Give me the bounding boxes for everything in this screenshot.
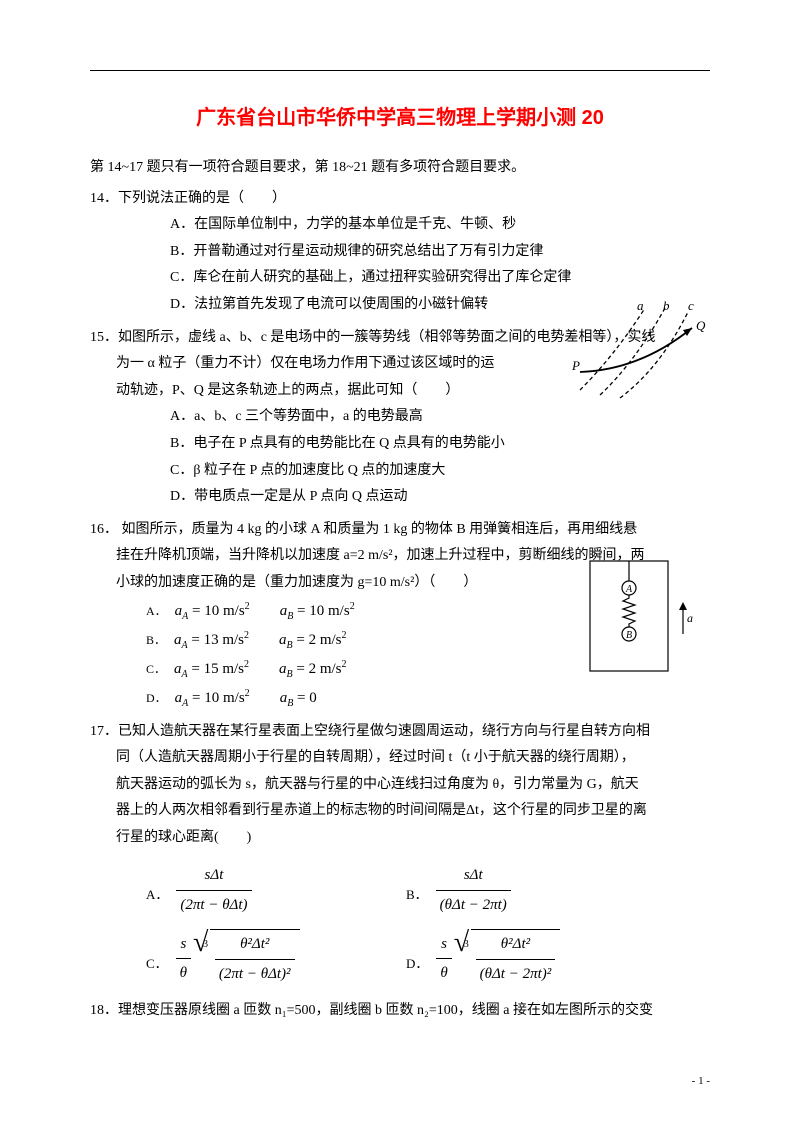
q17-line2: 同（人造航天器周期小于行星的自转周期），经过时间 t（t 小于航天器的绕行周期）… [90, 745, 710, 772]
q-number: 14． [90, 191, 118, 206]
fraction: θ²Δt² (θΔt − 2πt)² [476, 930, 556, 988]
exam-title: 广东省台山市华侨中学高三物理上学期小测 20 [90, 99, 710, 137]
label-c: c [688, 300, 694, 313]
q15-opt-d: D．带电质点一定是从 P 点向 Q 点运动 [90, 484, 710, 511]
label-a-ball: A [625, 584, 633, 595]
opt-label: A． [146, 873, 168, 908]
numerator: s [176, 930, 191, 959]
question-17: 17．已知人造航天器在某行星表面上空绕行星做匀速圆周运动，绕行方向与行星自转方向… [90, 719, 710, 989]
fraction: sΔt (θΔt − 2πt) [436, 861, 511, 919]
numerator: θ²Δt² [476, 930, 556, 959]
q-number: 18． [90, 1003, 118, 1018]
denominator: (2πt − θΔt) [176, 890, 251, 920]
numerator: θ²Δt² [215, 930, 295, 959]
question-14: 14．下列说法正确的是（ ） A．在国际单位制中，力学的基本单位是千克、牛顿、秒… [90, 186, 710, 319]
opt-label: D． [146, 691, 167, 705]
q17-line3: 航天器运动的弧长为 s，航天器与行星的中心连线扫过角度为 θ，引力常量为 G，航… [90, 772, 710, 799]
q15-opt-b: B．电子在 P 点具有的电势能比在 Q 点具有的电势能小 [90, 431, 710, 458]
q-number: 15． [90, 330, 118, 345]
page: 广东省台山市华侨中学高三物理上学期小测 20 第 14~17 题只有一项符合题目… [0, 0, 800, 1071]
q17-line4: 器上的人两次相邻看到行星赤道上的标志物的时间间隔是Δt，这个行星的同步卫星的离 [90, 798, 710, 825]
opt-label: A． [146, 604, 167, 618]
q17-opt-c: C． s θ 3 √ θ²Δt² (2πt − θΔt)² [146, 929, 406, 988]
numerator: sΔt [436, 861, 511, 890]
spring-mass-figure: A B a [585, 556, 695, 676]
top-rule [90, 70, 710, 71]
q-text: 下列说法正确的是（ ） [118, 191, 286, 206]
numerator: sΔt [176, 861, 251, 890]
q15-opt-a: A．a、b、c 三个等势面中，a 的电势最高 [90, 404, 710, 431]
label-q: Q [696, 318, 706, 333]
cube-root: 3 √ θ²Δt² (2πt − θΔt)² [193, 929, 300, 988]
q14-opt-b: B．开普勒通过对行星运动规律的研究总结出了万有引力定律 [90, 239, 710, 266]
label-p: P [571, 358, 580, 373]
q14-opt-c: C．库仑在前人研究的基础上，通过扭秤实验研究得出了库仑定律 [90, 265, 710, 292]
opt-label: D． [406, 942, 428, 977]
q15-opt-c: C．β 粒子在 P 点的加速度比 Q 点的加速度大 [90, 458, 710, 485]
denominator: θ [436, 958, 451, 988]
q17-row-ab: A． sΔt (2πt − θΔt) B． sΔt (θΔt − 2πt) [90, 861, 710, 919]
q-number: 17． [90, 724, 118, 739]
field-lines-figure: a b c P Q [570, 300, 710, 400]
denominator: θ [176, 958, 191, 988]
q14-opt-a: A．在国际单位制中，力学的基本单位是千克、牛顿、秒 [90, 212, 710, 239]
numerator: s [436, 930, 451, 959]
q14-stem: 14．下列说法正确的是（ ） [90, 186, 710, 213]
q-number: 16． [90, 522, 118, 537]
denominator: (θΔt − 2πt)² [476, 959, 556, 989]
q16-opt-d: D．aA = 10 m/s2 aB = 0 [90, 684, 710, 713]
label-accel: a [687, 611, 693, 625]
fraction: θ²Δt² (2πt − θΔt)² [215, 930, 295, 988]
label-a: a [637, 300, 644, 313]
label-b-ball: B [626, 630, 632, 641]
q17-opt-a: A． sΔt (2πt − θΔt) [146, 861, 406, 919]
q17-row-cd: C． s θ 3 √ θ²Δt² (2πt − θΔt)² [90, 929, 710, 988]
cube-root: 3 √ θ²Δt² (θΔt − 2πt)² [454, 929, 561, 988]
instruction: 第 14~17 题只有一项符合题目要求，第 18~21 题有多项符合题目要求。 [90, 155, 710, 182]
q-text: 如图所示，质量为 4 kg 的小球 A 和质量为 1 kg 的物体 B 用弹簧相… [118, 522, 637, 537]
opt-label: C． [146, 942, 168, 977]
q17-line1: 17．已知人造航天器在某行星表面上空绕行星做匀速圆周运动，绕行方向与行星自转方向… [90, 719, 710, 746]
q17-line5: 行星的球心距离( ) [90, 825, 710, 852]
prefix-frac: s θ [176, 930, 191, 988]
fraction: sΔt (2πt − θΔt) [176, 861, 251, 919]
q16-line1: 16． 如图所示，质量为 4 kg 的小球 A 和质量为 1 kg 的物体 B … [90, 517, 710, 544]
label-b: b [663, 300, 670, 313]
denominator: (θΔt − 2πt) [436, 890, 511, 920]
opt-label: B． [406, 873, 428, 908]
page-number: - 1 - [692, 1071, 710, 1092]
q-text: 理想变压器原线圈 a 匝数 n₁=500，副线圈 b 匝数 n₂=100，线圈 … [118, 1003, 653, 1018]
question-18: 18．理想变压器原线圈 a 匝数 n₁=500，副线圈 b 匝数 n₂=100，… [90, 998, 710, 1025]
opt-label: C． [146, 662, 166, 676]
q17-opt-d: D． s θ 3 √ θ²Δt² (θΔt − 2πt)² [406, 929, 666, 988]
opt-label: B． [146, 633, 166, 647]
q17-opt-b: B． sΔt (θΔt − 2πt) [406, 861, 666, 919]
q-text: 已知人造航天器在某行星表面上空绕行星做匀速圆周运动，绕行方向与行星自转方向相 [118, 724, 650, 739]
prefix-frac: s θ [436, 930, 451, 988]
denominator: (2πt − θΔt)² [215, 959, 295, 989]
